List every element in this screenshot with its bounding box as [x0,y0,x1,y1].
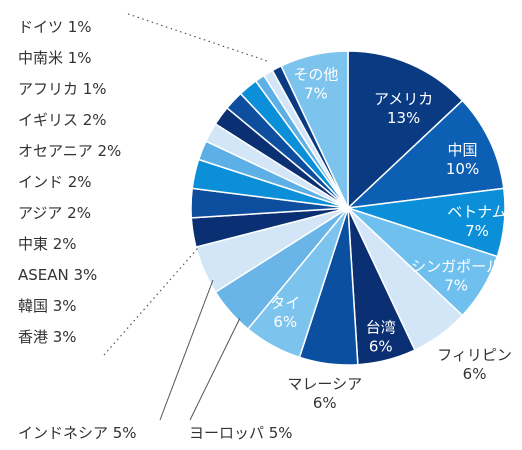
list-item-1: 中南米 1% [18,49,92,67]
pie-slices [190,50,506,366]
list-item-10: 香港 3% [18,328,77,346]
slice-4-value-label: 6% [463,365,487,383]
list-item-3: イギリス 2% [18,111,107,129]
indonesia-leader-line [159,279,214,421]
slice-7-name-label: タイ [270,294,300,312]
slice-0 [347,50,464,210]
slice-5-name-label: 台湾 [366,319,396,337]
slice-3-value-label: 7% [444,276,468,294]
list-item-5: インド 2% [18,173,92,191]
slice-21-value-label: 7% [304,84,328,102]
slice-1-name-label: 中国 [448,141,478,159]
europe-leader-line [189,317,241,421]
top-dotted-leader [127,13,271,63]
slice-2-value-label: 7% [465,222,489,240]
slice-1-value-label: 10% [446,160,479,178]
slice-5-value-label: 6% [369,338,393,356]
slice-21 [280,50,349,209]
slice-4-name-label: フィリピン [437,346,512,364]
list-item-8: ASEAN 3% [18,266,97,284]
slice-21-name-label: その他 [293,65,338,83]
leader-lines [103,13,271,421]
list-item-7: 中東 2% [18,235,77,253]
slice-0-name-label: アメリカ [374,90,433,108]
list-item-6: アジア 2% [18,204,91,222]
list-item-4: オセアニア 2% [18,142,121,160]
slice-6-name-label: マレーシア [287,375,362,393]
slice-9-label: インドネシア 5% [18,424,137,442]
small-slices-list: ドイツ 1% 中南米 1% アフリカ 1% イギリス 2% オセアニア 2% インド 2%… [18,18,121,346]
slice-8-label: ヨーロッパ 5% [189,424,293,442]
list-item-0: ドイツ 1% [18,18,92,36]
slice-1 [345,99,505,210]
slice-6-value-label: 6% [313,394,337,412]
slice-2-name-label: ベトナム [447,203,507,221]
slice-3-name-label: シンガポール [411,257,501,275]
slice-7-value-label: 6% [273,313,297,331]
pie-labels: アメリカ13%中国10%ベトナム7%シンガポール7%フィリピン6%台湾6%マレー… [18,65,512,442]
list-item-2: アフリカ 1% [18,80,107,98]
bottom-dotted-leader [103,247,199,356]
list-item-9: 韓国 3% [18,297,77,315]
slice-0-value-label: 13% [387,109,420,127]
